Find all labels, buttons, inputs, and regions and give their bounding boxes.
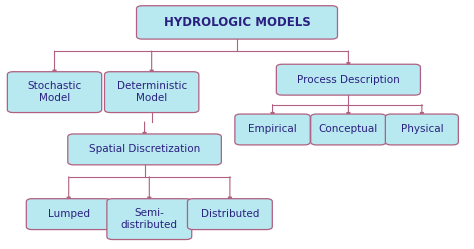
Text: Stochastic
Model: Stochastic Model [27,81,82,103]
FancyBboxPatch shape [26,199,111,230]
FancyBboxPatch shape [385,114,458,145]
FancyBboxPatch shape [187,199,272,230]
Text: Empirical: Empirical [248,124,297,134]
FancyBboxPatch shape [235,114,310,145]
FancyBboxPatch shape [107,199,191,240]
Text: Semi-
distributed: Semi- distributed [121,208,178,230]
FancyBboxPatch shape [104,72,199,113]
Text: Deterministic
Model: Deterministic Model [117,81,187,103]
Text: Conceptual: Conceptual [319,124,378,134]
FancyBboxPatch shape [311,114,386,145]
Text: Lumped: Lumped [48,209,90,219]
Text: Physical: Physical [401,124,443,134]
Text: HYDROLOGIC MODELS: HYDROLOGIC MODELS [164,16,310,29]
FancyBboxPatch shape [276,64,420,95]
Text: Process Description: Process Description [297,75,400,85]
FancyBboxPatch shape [137,6,337,39]
FancyBboxPatch shape [68,134,221,165]
Text: Distributed: Distributed [201,209,259,219]
Text: Spatial Discretization: Spatial Discretization [89,144,200,154]
FancyBboxPatch shape [8,72,101,113]
